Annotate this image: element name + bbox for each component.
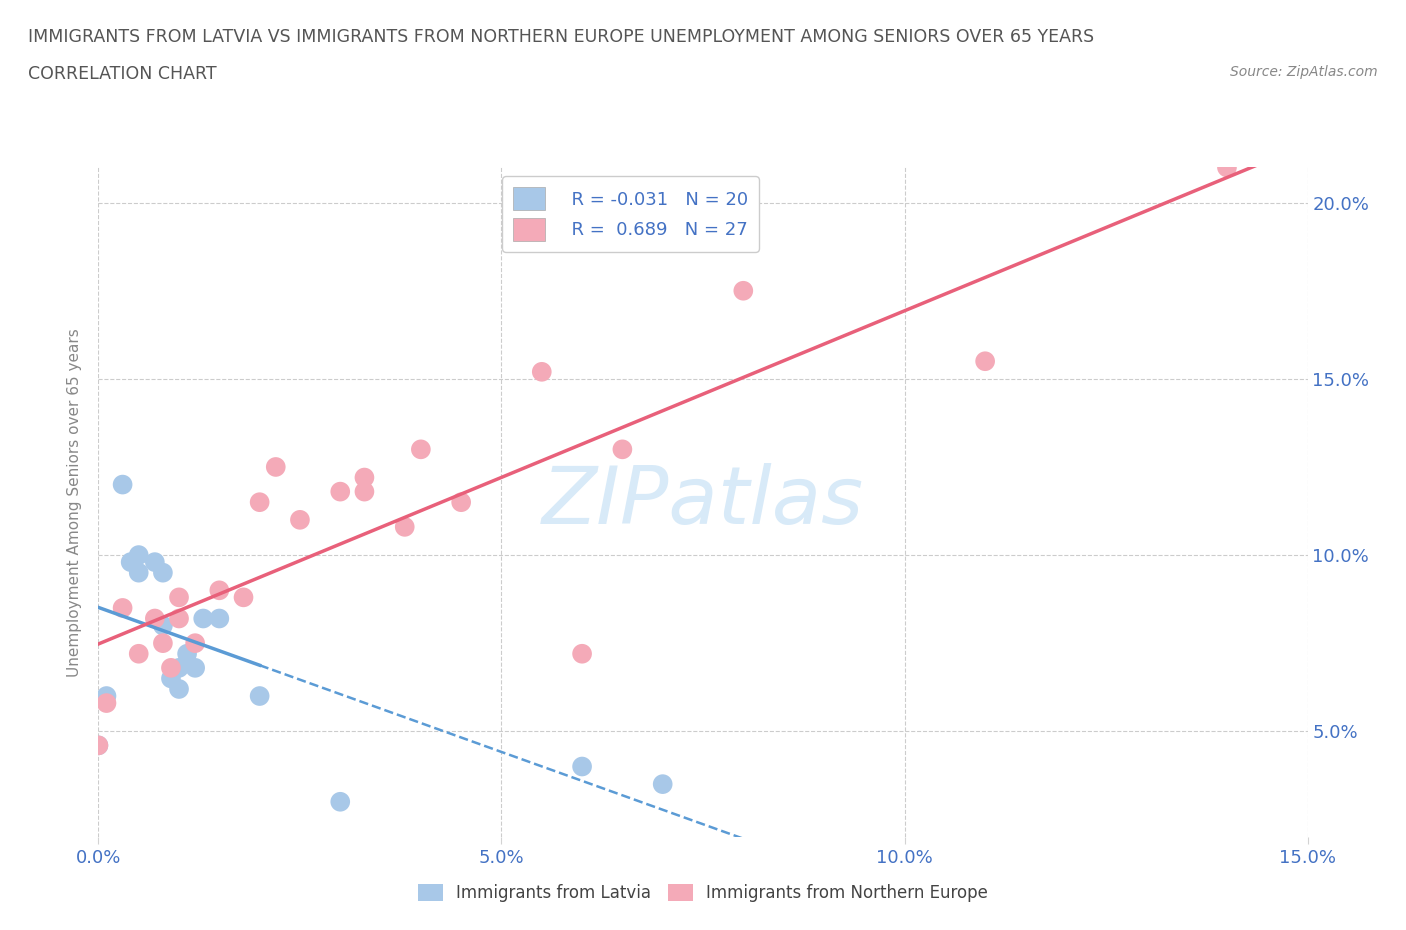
Point — [87, 737, 110, 752]
Point — [353, 470, 375, 485]
Point — [111, 477, 134, 492]
Point — [733, 284, 755, 299]
Point — [111, 601, 134, 616]
Text: CORRELATION CHART: CORRELATION CHART — [28, 65, 217, 83]
Point — [160, 671, 183, 685]
Point — [193, 611, 215, 626]
Point — [184, 660, 207, 675]
Legend:   R = -0.031   N = 20,   R =  0.689   N = 27: R = -0.031 N = 20, R = 0.689 N = 27 — [502, 177, 759, 252]
Point — [167, 611, 190, 626]
Point — [167, 590, 190, 604]
Point — [87, 737, 110, 752]
Point — [249, 495, 271, 510]
Point — [450, 495, 472, 510]
Point — [353, 485, 375, 499]
Point — [249, 688, 271, 703]
Point — [264, 459, 287, 474]
Point — [152, 618, 174, 633]
Point — [288, 512, 311, 527]
Point — [167, 682, 190, 697]
Point — [96, 688, 118, 703]
Y-axis label: Unemployment Among Seniors over 65 years: Unemployment Among Seniors over 65 years — [67, 328, 83, 677]
Point — [1216, 160, 1239, 175]
Point — [208, 583, 231, 598]
Point — [160, 660, 183, 675]
Point — [167, 660, 190, 675]
Point — [152, 565, 174, 580]
Point — [152, 636, 174, 651]
Text: ZIPatlas: ZIPatlas — [541, 463, 865, 541]
Point — [612, 442, 634, 457]
Point — [128, 646, 150, 661]
Point — [96, 696, 118, 711]
Point — [184, 636, 207, 651]
Point — [394, 520, 416, 535]
Point — [143, 611, 166, 626]
Point — [232, 590, 254, 604]
Point — [143, 554, 166, 569]
Point — [128, 548, 150, 563]
Point — [974, 353, 997, 368]
Point — [208, 611, 231, 626]
Text: Source: ZipAtlas.com: Source: ZipAtlas.com — [1230, 65, 1378, 79]
Point — [571, 759, 593, 774]
Point — [651, 777, 673, 791]
Point — [120, 554, 142, 569]
Text: IMMIGRANTS FROM LATVIA VS IMMIGRANTS FROM NORTHERN EUROPE UNEMPLOYMENT AMONG SEN: IMMIGRANTS FROM LATVIA VS IMMIGRANTS FRO… — [28, 28, 1094, 46]
Point — [409, 442, 432, 457]
Point — [571, 646, 593, 661]
Point — [329, 485, 352, 499]
Point — [530, 365, 553, 379]
Point — [128, 565, 150, 580]
Point — [176, 646, 198, 661]
Point — [329, 794, 352, 809]
